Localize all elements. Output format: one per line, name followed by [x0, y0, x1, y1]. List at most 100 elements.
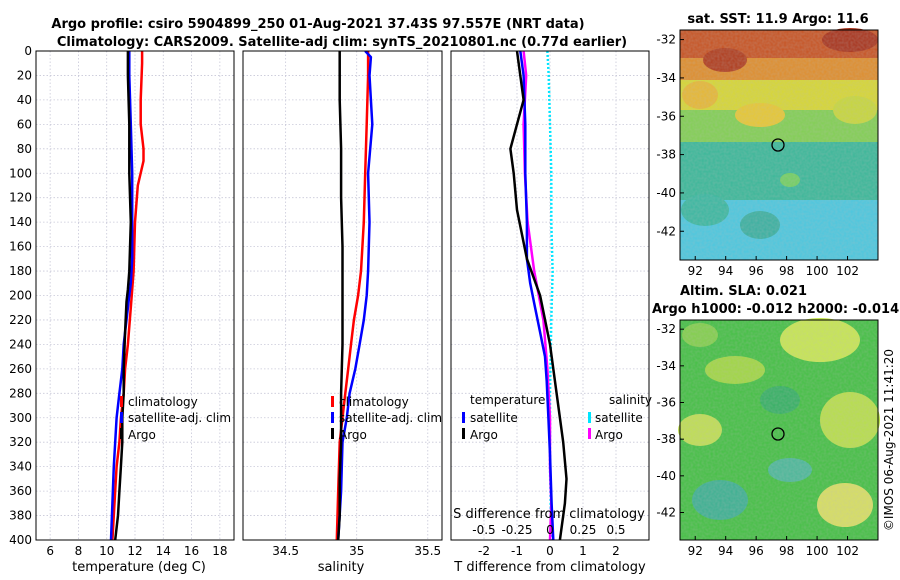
legend-satellite-adj: satellite-adj. clim [339, 411, 442, 425]
depth-tick-label: 20 [17, 68, 32, 82]
depth-tick-label: 60 [17, 117, 32, 131]
x-tick-label: 16 [184, 544, 199, 558]
salinity-panel: 34.5 35 35.5 [242, 50, 443, 558]
x-tick-label: -1 [511, 544, 523, 558]
series-line-temperature-satellite [519, 51, 555, 540]
depth-tick-label: 380 [9, 509, 32, 523]
lat-tick-label: -36 [656, 109, 676, 123]
x-tick-label: -2 [478, 544, 490, 558]
series-line-satellite-adj-clim [336, 51, 374, 540]
lat-tick-label: -40 [656, 186, 676, 200]
lon-tick-label: 102 [836, 544, 859, 558]
lon-tick-label: 96 [749, 264, 764, 278]
lat-tick-label: -34 [656, 71, 676, 85]
series-line-salinity-satellite [546, 51, 554, 540]
legend-sal-argo: Argo [595, 428, 623, 442]
legend-swatch-temp-satellite [462, 412, 465, 423]
x-tick-label: 6 [46, 544, 54, 558]
lon-tick-label: 92 [688, 544, 703, 558]
imos-credit: ©IMOS 06-Aug-2021 11:41:20 [882, 349, 896, 531]
lat-tick-label: -34 [656, 359, 676, 373]
lat-tick-label: -38 [656, 148, 676, 162]
lat-tick-label: -36 [656, 396, 676, 410]
depth-tick-label: 340 [9, 460, 32, 474]
legend-climatology: climatology [339, 395, 409, 409]
depth-tick-label: 240 [9, 337, 32, 351]
salinity-xlabel: salinity [318, 560, 365, 575]
lon-tick-label: 102 [836, 264, 859, 278]
legend-salinity-title: salinity [609, 393, 652, 407]
legend-swatch-climatology [331, 396, 334, 407]
sst-map-axes: 92 94 96 98 100 102 -32 -34 -36 -38 -40 -42 [656, 33, 859, 278]
x-tick-label: 0 [546, 544, 554, 558]
lat-tick-label: -38 [656, 432, 676, 446]
depth-tick-label: 280 [9, 386, 32, 400]
legend-argo: Argo [128, 428, 156, 442]
series-line-temperature-argo [509, 51, 568, 540]
s-tick-label: 0.5 [606, 523, 625, 537]
x-tick-label: 2 [612, 544, 620, 558]
legend-swatch-satellite [331, 412, 334, 423]
legend-climatology: climatology [128, 395, 198, 409]
x-tick-label: 14 [156, 544, 171, 558]
depth-tick-label: 400 [9, 533, 32, 547]
s-difference-label: S difference from climatology [453, 507, 645, 522]
legend-swatch-sal-satellite [588, 412, 591, 423]
legend-argo: Argo [339, 428, 367, 442]
sst-map-title: sat. SST: 11.9 Argo: 11.6 [687, 12, 868, 27]
lat-tick-label: -32 [656, 322, 676, 336]
s-tick-label: 0 [546, 523, 554, 537]
legend-sal-satellite: satellite [595, 411, 643, 425]
lon-tick-label: 100 [806, 544, 829, 558]
depth-tick-label: 220 [9, 313, 32, 327]
depth-tick-label: 0 [24, 44, 32, 58]
depth-tick-label: 80 [17, 142, 32, 156]
depth-tick-label: 360 [9, 484, 32, 498]
plot-frame [35, 50, 235, 541]
s-tick-label: 0.25 [570, 523, 597, 537]
depth-tick-label: 160 [9, 240, 32, 254]
lon-tick-label: 98 [779, 264, 794, 278]
sla-map-axes: 92 94 96 98 100 102 -32 -34 -36 -38 -40 -42 [656, 322, 859, 558]
lon-tick-label: 98 [779, 544, 794, 558]
legend-swatch-temp-argo [462, 428, 465, 439]
temperature-legend: climatology satellite-adj. clim Argo [120, 395, 231, 442]
legend-temp-satellite: satellite [470, 411, 518, 425]
x-tick-label: 34.5 [272, 544, 299, 558]
depth-tick-label: 180 [9, 264, 32, 278]
lat-tick-label: -32 [656, 33, 676, 47]
difference-panel: -2 -1 0 1 2 -0.5 -0.25 0 0.25 0.5 [450, 50, 650, 558]
series-line-argo [336, 51, 344, 540]
s-tick-label: -0.25 [501, 523, 532, 537]
depth-tick-label: 140 [9, 215, 32, 229]
sst-map-frame [679, 29, 879, 261]
depth-tick-label: 200 [9, 289, 32, 303]
depth-tick-label: 40 [17, 93, 32, 107]
legend-swatch-argo [331, 428, 334, 439]
depth-tick-label: 100 [9, 166, 32, 180]
depth-tick-label: 300 [9, 411, 32, 425]
x-tick-label: 18 [212, 544, 227, 558]
lon-tick-label: 94 [718, 264, 733, 278]
s-tick-label: -0.5 [472, 523, 495, 537]
x-tick-label: 35 [349, 544, 364, 558]
lat-tick-label: -42 [656, 224, 676, 238]
series-line-argo [113, 51, 133, 540]
depth-tick-label: 260 [9, 362, 32, 376]
x-tick-label: 8 [75, 544, 83, 558]
legend-satellite-adj: satellite-adj. clim [128, 411, 231, 425]
sla-map-title2: Argo h1000: -0.012 h2000: -0.014 [652, 302, 899, 317]
argo-location-marker-sst [771, 138, 785, 152]
difference-legend: temperature salinity satellite Argo sate… [462, 393, 652, 442]
lon-tick-label: 96 [749, 544, 764, 558]
lat-tick-label: -40 [656, 469, 676, 483]
lon-tick-label: 94 [718, 544, 733, 558]
temperature-xlabel: temperature (deg C) [72, 560, 206, 575]
series-line-climatology [111, 51, 145, 540]
sla-map-frame [679, 319, 879, 541]
legend-swatch-climatology [120, 396, 123, 407]
t-difference-xlabel: T difference from climatology [453, 560, 646, 575]
temperature-panel: 0 20 40 60 80 100 120 140 160 180 200 220 240 260 280 3… [9, 44, 235, 558]
sst-map [679, 28, 879, 261]
